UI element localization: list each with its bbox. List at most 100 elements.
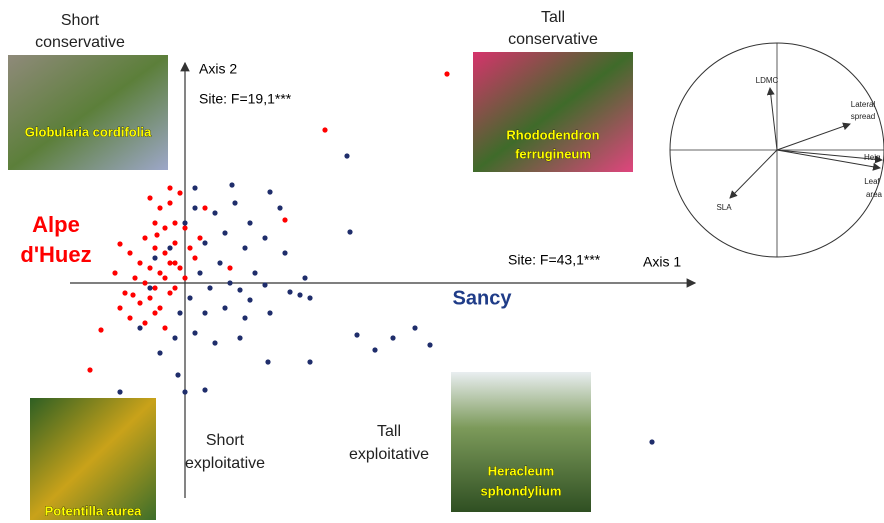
- point: [127, 315, 133, 321]
- point: [177, 265, 183, 271]
- quadrant-label: Tall: [377, 423, 401, 440]
- point: [175, 372, 181, 378]
- point: [117, 389, 123, 395]
- photo: [473, 52, 633, 172]
- point: [344, 153, 350, 159]
- point: [87, 367, 93, 373]
- point: [197, 270, 203, 276]
- point: [182, 220, 188, 226]
- point: [172, 335, 178, 341]
- inset-label: SLA: [716, 203, 732, 212]
- point: [154, 232, 160, 238]
- annotation: Site: F=43,1***: [508, 252, 601, 268]
- point: [187, 295, 193, 301]
- point: [172, 240, 178, 246]
- point: [427, 342, 433, 348]
- point: [162, 325, 168, 331]
- point: [252, 270, 258, 276]
- point: [354, 332, 360, 338]
- point: [307, 295, 313, 301]
- quadrant-label: Tall: [541, 9, 565, 26]
- point: [307, 359, 313, 365]
- point: [130, 292, 136, 298]
- point: [390, 335, 396, 341]
- point: [147, 295, 153, 301]
- point: [117, 241, 123, 247]
- point: [98, 327, 104, 333]
- point: [167, 185, 173, 191]
- point: [282, 250, 288, 256]
- point: [152, 310, 158, 316]
- point: [207, 285, 213, 291]
- inset-label: Lateral: [851, 100, 876, 109]
- quadrant-label: conservative: [508, 31, 598, 48]
- point: [147, 265, 153, 271]
- point: [229, 182, 235, 188]
- point: [262, 282, 268, 288]
- x-axis-label: Axis 1: [643, 254, 681, 270]
- point: [157, 350, 163, 356]
- point: [265, 359, 271, 365]
- point: [182, 275, 188, 281]
- point: [132, 275, 138, 281]
- point: [212, 340, 218, 346]
- point: [247, 297, 253, 303]
- inset-label: LDMC: [756, 76, 779, 85]
- point: [192, 185, 198, 191]
- point: [202, 310, 208, 316]
- point: [262, 235, 268, 241]
- point: [222, 230, 228, 236]
- inset: LDMC Lateral spread Heig Leaf area SLA: [669, 42, 884, 258]
- point: [202, 240, 208, 246]
- point: [172, 285, 178, 291]
- series-label: Sancy: [453, 287, 513, 309]
- point: [187, 245, 193, 251]
- point: [167, 290, 173, 296]
- point: [177, 310, 183, 316]
- point: [137, 300, 143, 306]
- point: [297, 292, 303, 298]
- photo: [8, 55, 168, 170]
- point: [152, 220, 158, 226]
- point: [112, 270, 118, 276]
- quadrant-label: exploitative: [185, 455, 265, 472]
- point: [192, 205, 198, 211]
- point: [227, 280, 233, 286]
- point: [162, 275, 168, 281]
- point: [232, 200, 238, 206]
- point: [322, 127, 328, 133]
- point: [267, 189, 273, 195]
- point: [152, 285, 158, 291]
- point: [347, 229, 353, 235]
- inset-label: Leaf: [864, 177, 880, 186]
- inset-label: Heig: [864, 153, 880, 162]
- point: [277, 205, 283, 211]
- inset-label: spread: [851, 112, 875, 121]
- quadrant-label: exploitative: [349, 446, 429, 463]
- point: [202, 387, 208, 393]
- series-label: Alpe d'Huez: [20, 212, 91, 267]
- point: [202, 205, 208, 211]
- photo-caption: Potentilla aurea: [45, 503, 143, 518]
- point: [197, 235, 203, 241]
- point: [192, 330, 198, 336]
- point: [372, 347, 378, 353]
- point: [237, 287, 243, 293]
- point: [217, 260, 223, 266]
- point: [412, 325, 418, 331]
- point: [137, 325, 143, 331]
- point: [142, 280, 148, 286]
- photo-caption: Heracleum: [488, 463, 554, 478]
- photo: [30, 398, 156, 520]
- photo-caption: sphondylium: [481, 483, 562, 498]
- point: [182, 225, 188, 231]
- point: [137, 260, 143, 266]
- point: [182, 389, 188, 395]
- point: [222, 305, 228, 311]
- point: [142, 320, 148, 326]
- photo: [451, 372, 591, 512]
- point: [152, 255, 158, 261]
- point: [162, 225, 168, 231]
- point: [267, 310, 273, 316]
